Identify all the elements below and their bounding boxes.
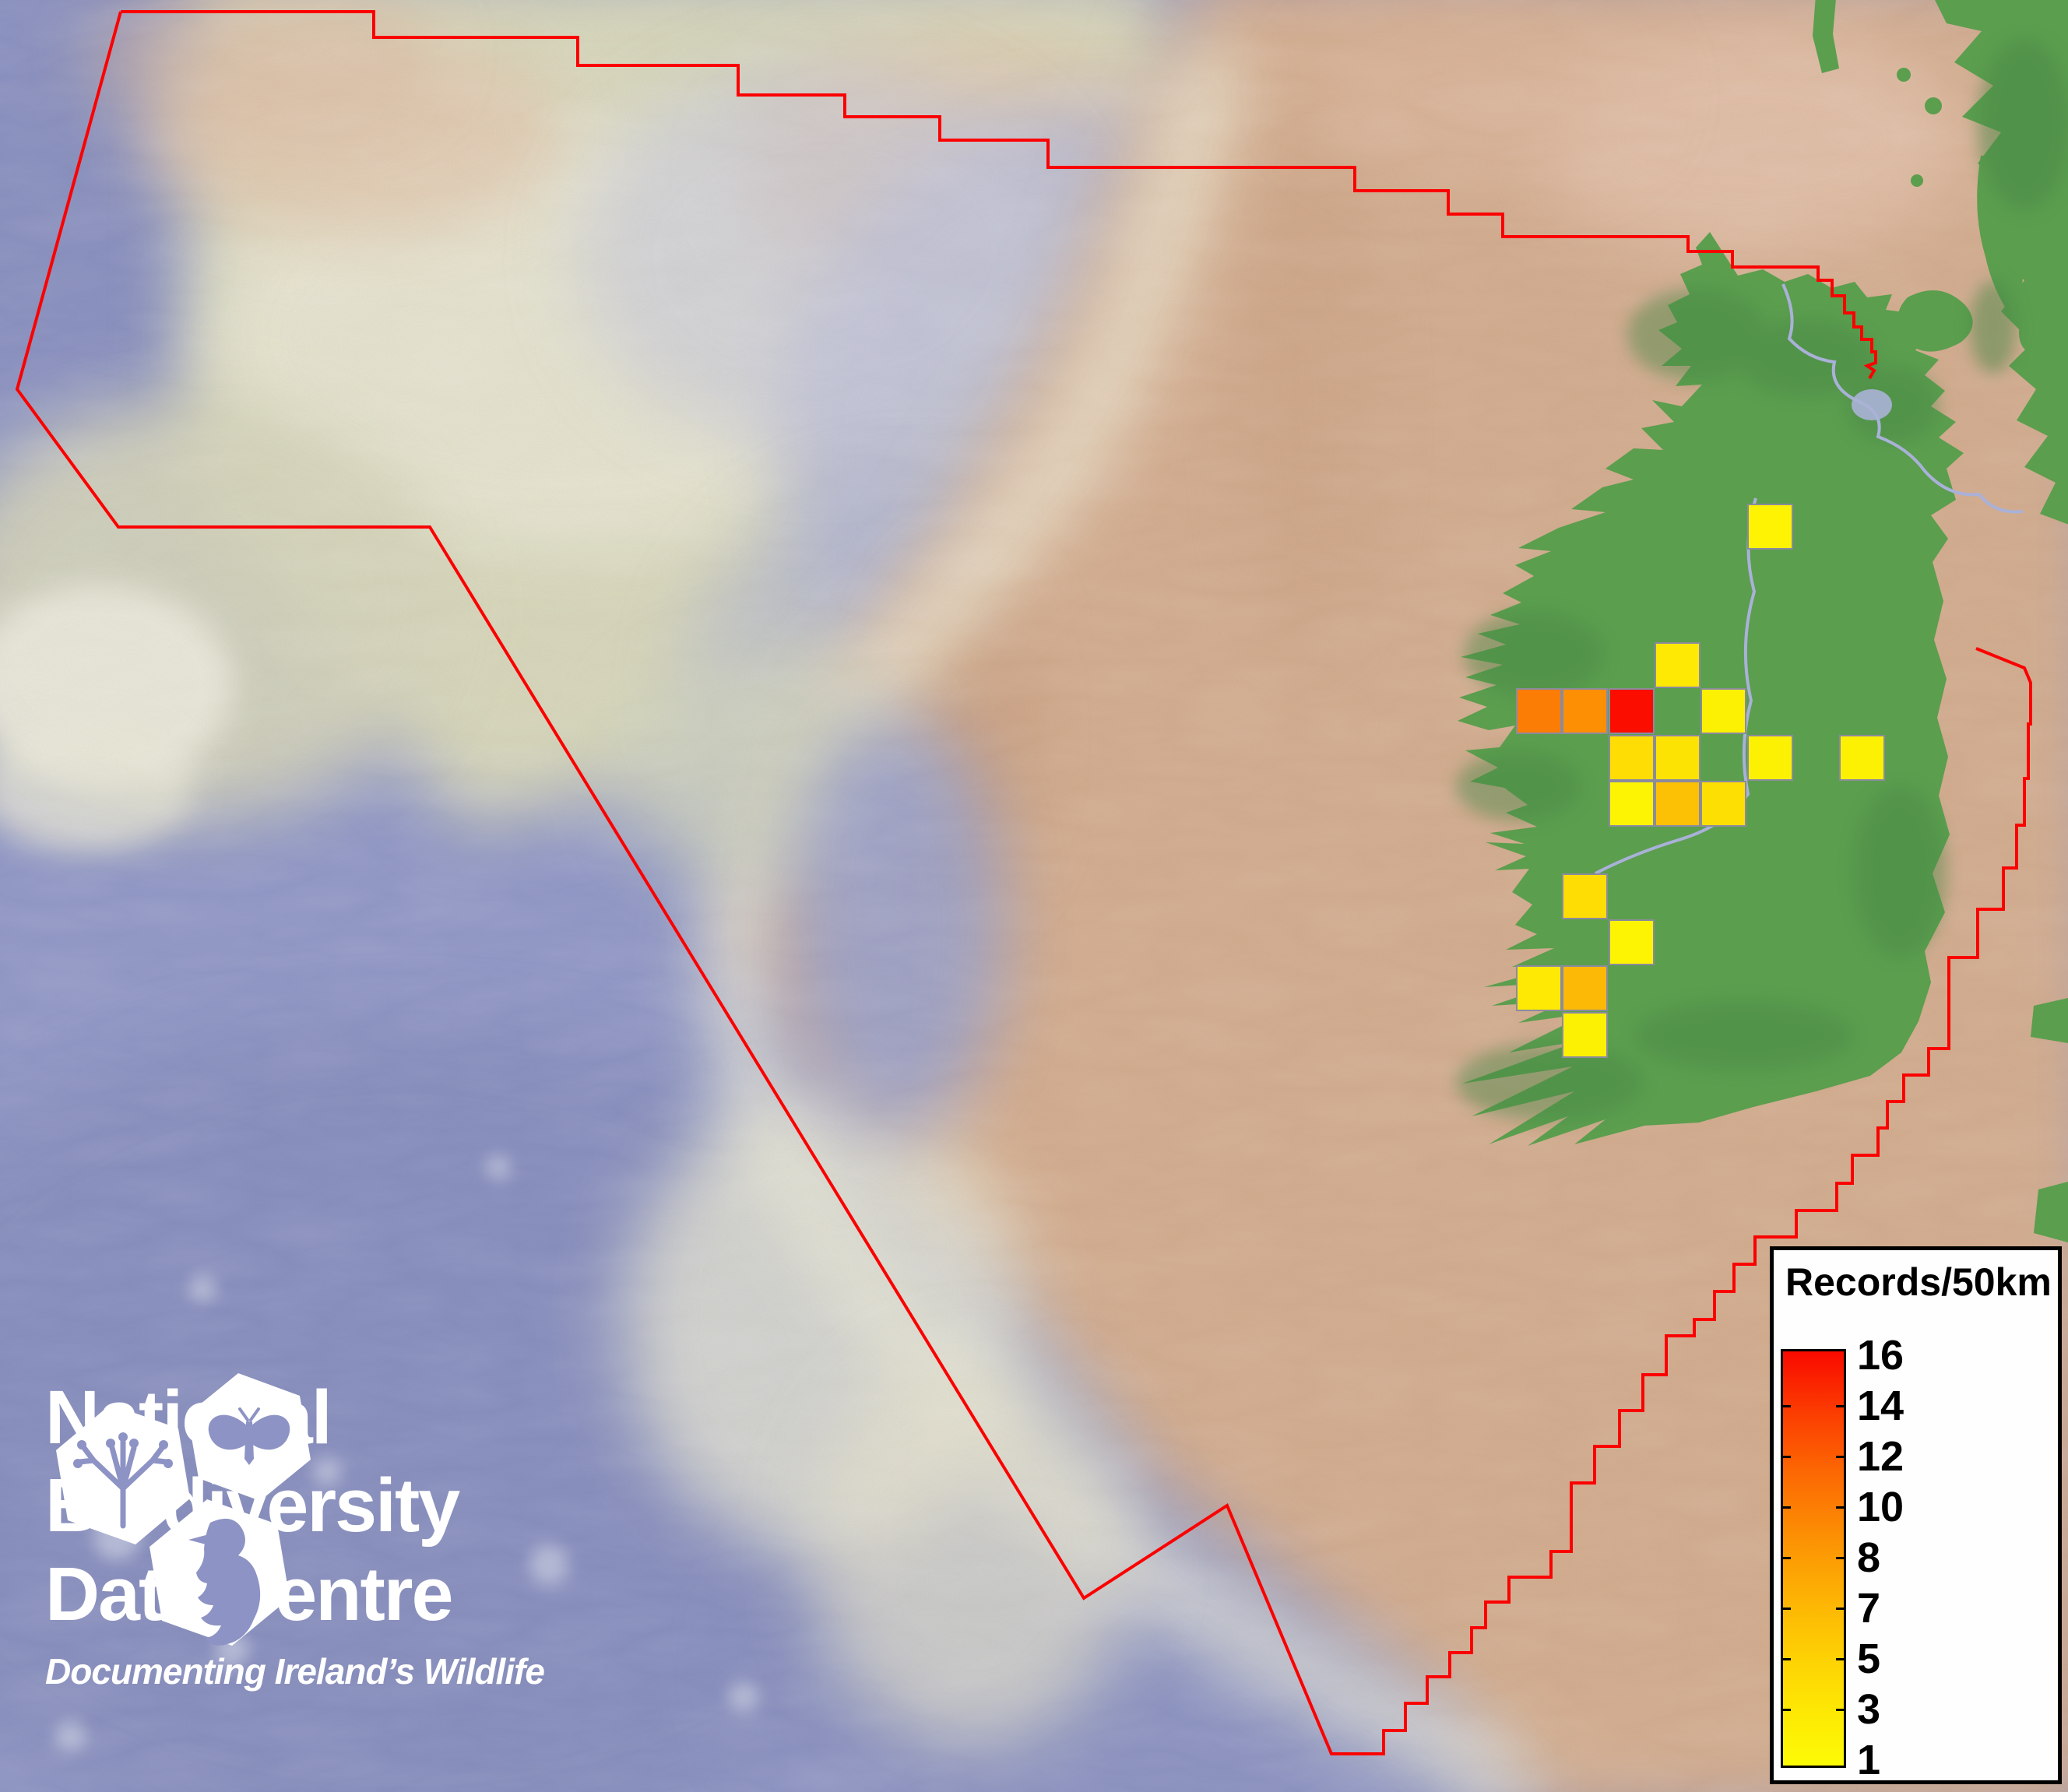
wales-fragment <box>2031 998 2068 1043</box>
legend-tick <box>1836 1405 1846 1407</box>
density-cell <box>1609 781 1655 827</box>
legend-label: 12 <box>1857 1433 1904 1480</box>
density-cell <box>1609 919 1655 965</box>
density-cell <box>1562 1012 1608 1058</box>
density-cell <box>1562 873 1608 919</box>
density-cell <box>1562 965 1608 1011</box>
legend-tick <box>1781 1557 1791 1559</box>
density-cell <box>1562 688 1608 734</box>
butterfly-icon <box>188 1373 311 1501</box>
legend-label: 14 <box>1857 1383 1904 1429</box>
legend-tick <box>1836 1456 1846 1458</box>
density-cell <box>1516 965 1562 1011</box>
density-cell <box>1839 735 1885 781</box>
density-cell <box>1655 781 1700 827</box>
boundary-line <box>15 10 2032 1755</box>
density-cell <box>1700 688 1746 734</box>
wales-fragment-2 <box>2034 1182 2068 1242</box>
seahorse-icon <box>149 1499 290 1646</box>
legend-tick <box>1781 1456 1791 1458</box>
logo-hexagons <box>56 1373 311 1646</box>
density-cell <box>1655 735 1700 781</box>
density-cell <box>1609 688 1655 734</box>
legend-tick <box>1781 1608 1791 1610</box>
legend-box: Records/50km 16 14 12 10 8 7 5 3 1 <box>1770 1246 2062 1784</box>
legend-label: 3 <box>1857 1686 1881 1733</box>
legend-tick <box>1836 1557 1846 1559</box>
legend-tick <box>1836 1658 1846 1660</box>
legend-tick <box>1836 1506 1846 1509</box>
density-cell <box>1747 504 1793 550</box>
tree-sprig-icon <box>56 1404 190 1544</box>
legend-tick <box>1836 1608 1846 1610</box>
density-cell <box>1747 735 1793 781</box>
density-cell <box>1609 735 1655 781</box>
density-cell <box>1700 781 1746 827</box>
nbdc-logo: National Biodiversity Data Centre Docume… <box>45 1373 808 1692</box>
density-cell <box>1516 688 1562 734</box>
arran <box>2019 314 2042 352</box>
legend-tick <box>1836 1709 1846 1711</box>
ireland-uplands <box>1456 288 1947 1121</box>
logo-tagline: Documenting Ireland’s Wildlife <box>45 1651 545 1692</box>
legend-tick <box>1781 1709 1791 1711</box>
legend-label: 1 <box>1857 1737 1881 1783</box>
legend-tick <box>1781 1405 1791 1407</box>
legend-tick <box>1781 1658 1791 1660</box>
hebrides <box>1813 0 1839 73</box>
lough-neagh <box>1852 389 1892 420</box>
legend-label: 7 <box>1857 1585 1881 1632</box>
legend-label: 10 <box>1857 1484 1904 1530</box>
legend-label: 5 <box>1857 1636 1881 1682</box>
legend-label: 8 <box>1857 1534 1881 1581</box>
legend-tick <box>1781 1506 1791 1509</box>
density-cell <box>1655 642 1700 688</box>
legend-label: 16 <box>1857 1332 1904 1379</box>
legend-title: Records/50km <box>1785 1260 2052 1304</box>
